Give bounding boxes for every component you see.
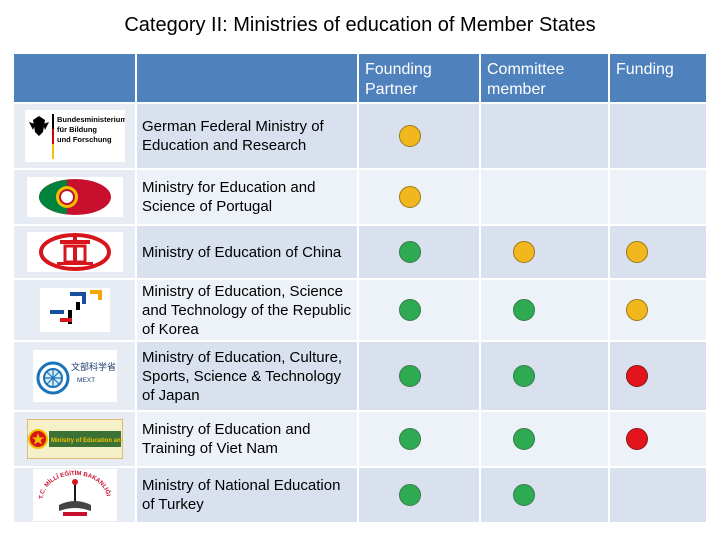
german-ministry-logo-icon: Bundesministerium für Bildung und Forsch…: [24, 110, 125, 162]
row-funding-cell: [610, 170, 706, 224]
row-committee-member-cell: [481, 170, 608, 224]
row-logo-cell: Bundesministerium für Bildung und Forsch…: [14, 104, 135, 168]
turkey-ministry-logo-icon: T.C. MİLLÎ EĞİTİM BAKANLIĞI: [32, 469, 117, 521]
green-status-dot: [399, 428, 421, 450]
svg-text:MEXT: MEXT: [77, 377, 95, 384]
yellow-status-dot: [399, 186, 421, 208]
green-status-dot: [399, 365, 421, 387]
svg-text:文部科学省: 文部科学省: [71, 361, 116, 373]
japan-mext-logo-icon: 文部科学省 MEXT: [32, 350, 117, 402]
page-title: Category II: Ministries of education of …: [124, 14, 596, 36]
row-funding-cell: [610, 280, 706, 340]
row-funding-cell: [610, 412, 706, 466]
svg-text:und Forschung: und Forschung: [57, 135, 112, 144]
green-status-dot: [513, 484, 535, 506]
red-status-dot: [626, 428, 648, 450]
header-logo-cell: [14, 54, 135, 102]
membership-table: Founding Partner Committee member Fundin…: [14, 54, 706, 522]
korea-ministry-logo-icon: [39, 288, 110, 332]
row-committee-member-cell: [481, 468, 608, 522]
yellow-status-dot: [626, 241, 648, 263]
yellow-status-dot: [399, 125, 421, 147]
row-funding-cell: [610, 342, 706, 410]
row-logo-cell: [14, 280, 135, 340]
row-logo-cell: [14, 170, 135, 224]
svg-text:Ministry of Education and Trai: Ministry of Education and Training: [51, 438, 123, 444]
row-logo-cell: 文部科学省 MEXT: [14, 342, 135, 410]
green-status-dot: [513, 299, 535, 321]
row-ministry-name: Ministry of Education and Training of Vi…: [137, 412, 357, 466]
row-committee-member-cell: [481, 104, 608, 168]
row-funding-cell: [610, 104, 706, 168]
row-committee-member-cell: [481, 412, 608, 466]
row-committee-member-cell: [481, 280, 608, 340]
vietnam-ministry-logo-icon: Ministry of Education and Training: [26, 419, 123, 459]
row-ministry-name: Ministry of Education of China: [137, 226, 357, 278]
row-committee-member-cell: [481, 226, 608, 278]
row-committee-member-cell: [481, 342, 608, 410]
yellow-status-dot: [626, 299, 648, 321]
row-logo-cell: Ministry of Education and Training: [14, 412, 135, 466]
row-funding-cell: [610, 468, 706, 522]
header-funding: Funding: [610, 54, 706, 102]
row-ministry-name: Ministry of National Education of Turkey: [137, 468, 357, 522]
portugal-flag-logo-icon: [26, 177, 123, 217]
svg-text:Bundesministerium: Bundesministerium: [57, 115, 125, 124]
green-status-dot: [513, 428, 535, 450]
svg-text:für Bildung: für Bildung: [57, 125, 97, 134]
green-status-dot: [399, 299, 421, 321]
row-ministry-name: Ministry of Education, Science and Techn…: [137, 280, 357, 340]
row-ministry-name: Ministry for Education and Science of Po…: [137, 170, 357, 224]
green-status-dot: [513, 365, 535, 387]
eagle-icon: [28, 116, 49, 136]
row-ministry-name: Ministry of Education, Culture, Sports, …: [137, 342, 357, 410]
china-ministry-logo-icon: [26, 232, 123, 272]
red-status-dot: [626, 365, 648, 387]
header-committee-member: Committee member: [481, 54, 608, 102]
header-founding-partner: Founding Partner: [359, 54, 479, 102]
row-logo-cell: [14, 226, 135, 278]
row-logo-cell: T.C. MİLLÎ EĞİTİM BAKANLIĞI: [14, 468, 135, 522]
green-status-dot: [399, 241, 421, 263]
green-status-dot: [399, 484, 421, 506]
row-funding-cell: [610, 226, 706, 278]
header-name-cell: [137, 54, 357, 102]
yellow-status-dot: [513, 241, 535, 263]
row-ministry-name: German Federal Ministry of Education and…: [137, 104, 357, 168]
